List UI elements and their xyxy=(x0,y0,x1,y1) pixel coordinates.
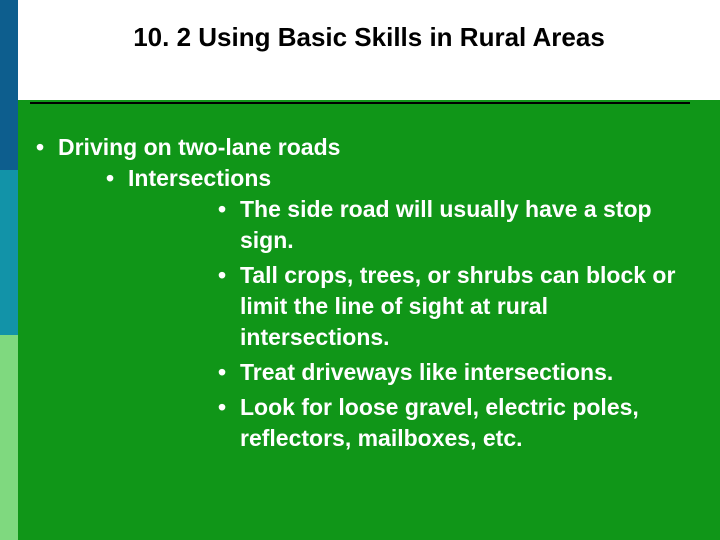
bullet-text: Intersections xyxy=(128,165,271,191)
slide: 10. 2 Using Basic Skills in Rural Areas … xyxy=(0,0,720,540)
content-area: Driving on two-lane roads Intersections … xyxy=(30,132,700,458)
bullet-text: Tall crops, trees, or shrubs can block o… xyxy=(240,262,675,350)
bullet-text: Driving on two-lane roads xyxy=(58,134,340,160)
bullet-level1: Driving on two-lane roads Intersections … xyxy=(30,132,700,454)
bullet-text: Look for loose gravel, electric poles, r… xyxy=(240,394,639,451)
slide-title: 10. 2 Using Basic Skills in Rural Areas xyxy=(18,22,720,53)
sidebar-stripe-middle xyxy=(0,170,18,335)
bullet-level3: Tall crops, trees, or shrubs can block o… xyxy=(212,260,700,353)
sidebar-stripe-bottom xyxy=(0,335,18,540)
bullet-level3: The side road will usually have a stop s… xyxy=(212,194,700,256)
bullet-text: The side road will usually have a stop s… xyxy=(240,196,652,253)
sidebar-stripe-top xyxy=(0,0,18,170)
bullet-level2: Intersections The side road will usually… xyxy=(100,163,700,454)
bullet-level3: Look for loose gravel, electric poles, r… xyxy=(212,392,700,454)
bullet-text: Treat driveways like intersections. xyxy=(240,359,613,385)
bullet-level3: Treat driveways like intersections. xyxy=(212,357,700,388)
divider-line xyxy=(30,102,690,104)
